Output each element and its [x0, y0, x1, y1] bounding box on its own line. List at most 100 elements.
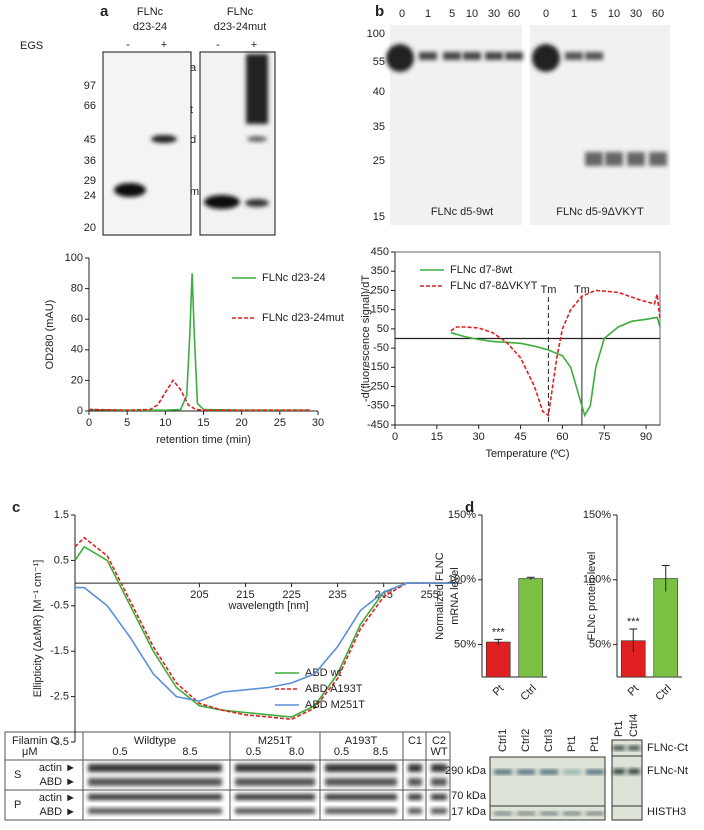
y-tick-label: 20 — [71, 374, 83, 386]
gel-band — [114, 183, 146, 197]
gel-band — [235, 764, 315, 772]
y-axis-label: mRNA level — [449, 567, 461, 624]
band-label: FLNc-Nt — [647, 765, 688, 777]
category-label: Pt — [491, 683, 507, 699]
size-marker: 40 — [373, 86, 385, 98]
band-label: t — [190, 104, 193, 116]
blot-band — [613, 769, 625, 774]
category-label: Ctrl — [518, 683, 539, 704]
gel-smear — [246, 54, 268, 124]
group-name: WT — [430, 746, 447, 758]
lane-label: Pt1 — [613, 720, 625, 737]
y-axis-label: -d(fluorescence signal)/dT — [360, 275, 372, 402]
concentration: 8.5 — [182, 746, 197, 758]
x-axis-label: Temperature (ºC) — [485, 448, 569, 460]
time-point: 0 — [399, 8, 405, 20]
y-tick-label: 0 — [77, 405, 83, 417]
gel-band — [325, 778, 397, 786]
gel-band — [532, 44, 560, 72]
band-label: actin ► — [39, 792, 76, 804]
size-marker: 55 — [373, 56, 385, 68]
y-tick-label: 150% — [583, 509, 611, 521]
band-label: a — [190, 62, 197, 74]
gel-band — [627, 152, 645, 166]
category-label: Ctrl — [653, 683, 674, 704]
legend-label: ABD M251T — [305, 699, 365, 711]
gel-band — [235, 808, 315, 814]
x-tick-label: 5 — [124, 417, 130, 429]
bar — [485, 641, 511, 678]
gel-band — [325, 794, 397, 800]
blot-band — [540, 812, 558, 815]
gel-band — [386, 44, 414, 72]
lane-title: FLNc — [227, 6, 254, 18]
gel-caption: FLNc d5-9wt — [431, 206, 493, 218]
y-tick-label: 100% — [448, 574, 476, 586]
y-axis-label: FLNc protein level — [586, 552, 598, 641]
row-label: P — [14, 799, 21, 811]
x-tick-label: 30 — [312, 417, 324, 429]
blot-band — [563, 812, 581, 815]
size-marker: 100 — [367, 28, 385, 40]
gel-caption: FLNc d5-9ΔVKYT — [556, 206, 644, 218]
gel-band — [585, 52, 603, 60]
size-marker: 97 — [84, 80, 96, 92]
egs-sign: - — [216, 39, 220, 51]
gel-band — [649, 152, 667, 166]
series-line — [74, 536, 458, 721]
x-tick-label: 0 — [86, 417, 92, 429]
bar — [653, 578, 679, 678]
significance: *** — [492, 626, 506, 638]
gel-band — [463, 52, 481, 60]
y-tick-label: 0.5 — [54, 554, 69, 566]
x-tick-label: 75 — [598, 431, 610, 443]
y-tick-label: 250 — [371, 284, 389, 296]
category-label: Pt — [626, 683, 642, 699]
blot-band — [613, 746, 625, 750]
size-marker: 20 — [84, 222, 96, 234]
significance: *** — [627, 616, 641, 628]
blot-band — [628, 746, 640, 750]
y-tick-label: -1.5 — [50, 645, 69, 657]
panel-label: d — [465, 499, 474, 516]
gel-band — [325, 808, 397, 814]
blot-image — [611, 739, 643, 821]
y-tick-label: 450 — [371, 246, 389, 258]
size-marker: 45 — [84, 134, 96, 146]
time-point: 1 — [571, 8, 577, 20]
time-point: 10 — [466, 8, 478, 20]
table-header: μM — [22, 746, 38, 758]
band-label: actin ► — [39, 762, 76, 774]
panel-label: c — [12, 499, 20, 516]
band-label: d — [190, 134, 196, 146]
series-line — [88, 379, 311, 412]
concentration: 0.5 — [112, 746, 127, 758]
y-tick-label: -3.5 — [50, 736, 69, 748]
gel-band — [408, 778, 422, 786]
group-name: C1 — [408, 735, 422, 747]
y-tick-label: 40 — [71, 344, 83, 356]
x-tick-label: 30 — [473, 431, 485, 443]
group-name: C2 — [432, 735, 446, 747]
x-axis-label: wavelength [nm] — [227, 600, 308, 612]
lane-label: Ctrl3 — [543, 729, 555, 752]
annotation: Tm — [574, 284, 590, 296]
egs-sign: - — [126, 39, 130, 51]
group-name: A193T — [345, 735, 378, 747]
error-bar — [494, 638, 503, 645]
gel-band — [325, 764, 397, 772]
time-point: 60 — [508, 8, 520, 20]
egs-label: EGS — [20, 40, 43, 52]
blot-band — [586, 812, 604, 815]
concentration: 8.0 — [289, 746, 304, 758]
size-marker: 70 kDa — [451, 790, 487, 802]
size-marker: 24 — [84, 190, 96, 202]
lane-label: Ctrl4 — [628, 714, 640, 737]
gel-band — [235, 794, 315, 800]
error-bar — [526, 576, 535, 580]
y-tick-label: -350 — [367, 400, 389, 412]
gel-band — [505, 52, 523, 60]
legend-label: FLNc d23-24mut — [262, 312, 344, 324]
gel-band — [431, 778, 447, 786]
legend-label: ABD wt — [305, 667, 342, 679]
